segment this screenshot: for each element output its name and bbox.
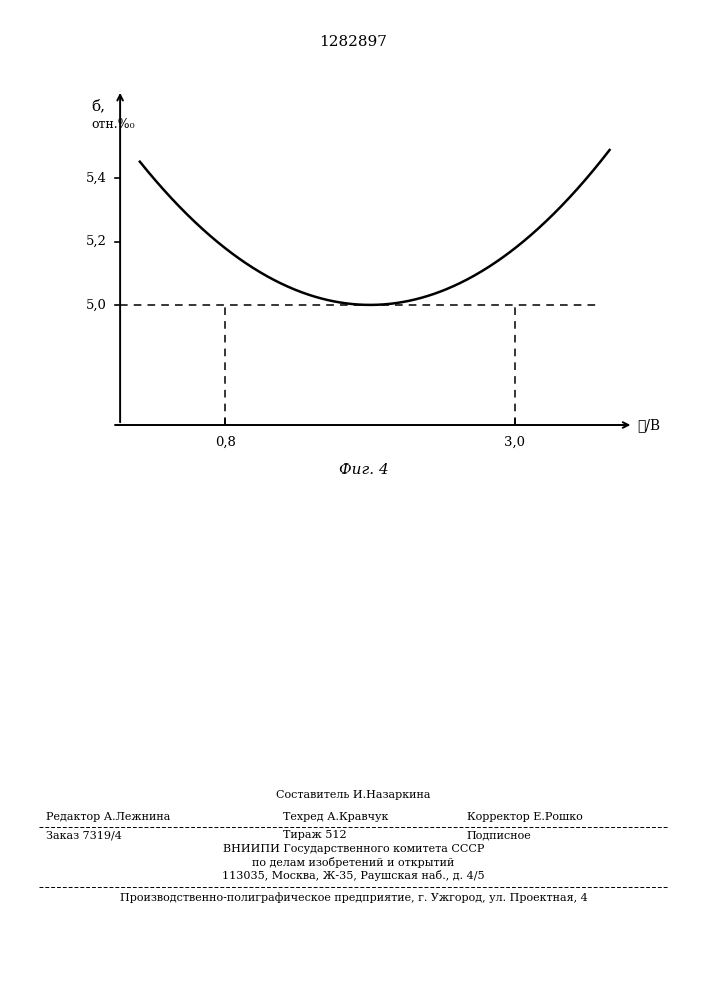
Text: 0,8: 0,8 [215,436,236,449]
Text: Подписное: Подписное [467,830,532,840]
Text: 1282897: 1282897 [320,35,387,49]
Text: 5,4: 5,4 [86,172,107,185]
Text: по делам изобретений и открытий: по делам изобретений и открытий [252,857,455,868]
Text: Тираж 512: Тираж 512 [283,830,346,840]
Text: ℓ/В: ℓ/В [637,418,660,432]
Text: б,: б, [91,99,105,113]
Text: Составитель И.Назаркина: Составитель И.Назаркина [276,790,431,800]
Text: ВНИИПИ Государственного комитета СССР: ВНИИПИ Государственного комитета СССР [223,844,484,854]
Text: Техред А.Кравчук: Техред А.Кравчук [283,812,388,822]
Text: 113035, Москва, Ж-35, Раушская наб., д. 4/5: 113035, Москва, Ж-35, Раушская наб., д. … [222,870,485,881]
Text: 5,2: 5,2 [86,235,107,248]
Text: Производственно-полиграфическое предприятие, г. Ужгород, ул. Проектная, 4: Производственно-полиграфическое предприя… [119,892,588,903]
Text: Заказ 7319/4: Заказ 7319/4 [46,830,122,840]
Text: 5,0: 5,0 [86,298,107,311]
Text: Фиг. 4: Фиг. 4 [339,463,388,477]
Text: 3,0: 3,0 [504,436,525,449]
Text: Редактор А.Лежнина: Редактор А.Лежнина [46,812,170,822]
Text: отн.%₀: отн.%₀ [91,118,135,131]
Text: Корректор Е.Рошко: Корректор Е.Рошко [467,812,583,822]
